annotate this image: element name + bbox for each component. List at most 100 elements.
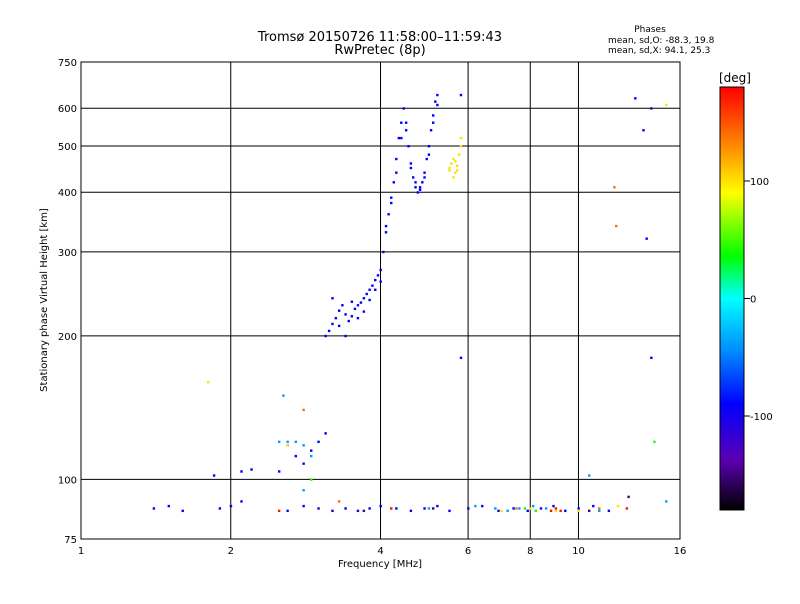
data-point bbox=[331, 297, 334, 300]
data-point bbox=[577, 509, 580, 513]
data-point bbox=[418, 186, 422, 189]
data-point bbox=[459, 136, 463, 140]
data-point bbox=[310, 454, 313, 458]
data-point bbox=[423, 507, 426, 510]
y-tick-label: 600 bbox=[58, 104, 77, 115]
data-point bbox=[549, 509, 553, 513]
data-point bbox=[448, 169, 451, 172]
data-point bbox=[454, 160, 457, 163]
data-point bbox=[240, 500, 243, 503]
data-point bbox=[427, 144, 431, 148]
data-point bbox=[317, 507, 320, 510]
data-point bbox=[359, 301, 363, 304]
data-point bbox=[598, 507, 601, 510]
colorbar-label: [deg] bbox=[719, 71, 751, 85]
data-point bbox=[350, 300, 354, 303]
colorbar-tick-label: 0 bbox=[750, 295, 756, 306]
data-point bbox=[616, 504, 620, 508]
data-point bbox=[334, 316, 338, 320]
data-point bbox=[418, 188, 422, 192]
x-tick-label: 4 bbox=[377, 546, 383, 557]
x-tick-label: 8 bbox=[527, 546, 533, 557]
data-point bbox=[625, 507, 629, 510]
y-tick-label: 300 bbox=[58, 248, 77, 259]
data-point bbox=[653, 440, 656, 444]
data-point bbox=[387, 213, 390, 216]
data-point bbox=[534, 509, 537, 513]
y-axis-label: Stationary phase Virtual Height [km] bbox=[39, 208, 50, 392]
data-point bbox=[497, 509, 500, 513]
data-point bbox=[645, 237, 648, 240]
data-point bbox=[327, 329, 331, 333]
data-point bbox=[456, 164, 459, 167]
data-point bbox=[218, 507, 222, 510]
data-point bbox=[344, 334, 347, 338]
data-point bbox=[344, 313, 347, 316]
data-point bbox=[206, 381, 210, 384]
data-point bbox=[390, 201, 393, 205]
data-point bbox=[607, 509, 611, 513]
data-point bbox=[368, 298, 371, 302]
data-point bbox=[559, 509, 562, 513]
data-point bbox=[515, 507, 518, 510]
data-point bbox=[564, 509, 567, 513]
data-point bbox=[404, 121, 408, 124]
data-point bbox=[282, 394, 285, 397]
data-point bbox=[337, 324, 341, 328]
data-point bbox=[506, 509, 509, 513]
data-point bbox=[448, 166, 451, 170]
data-point bbox=[431, 121, 435, 124]
data-point bbox=[431, 507, 435, 510]
data-point bbox=[229, 504, 233, 508]
data-point bbox=[450, 162, 453, 165]
data-point bbox=[409, 166, 413, 170]
data-point bbox=[400, 136, 403, 140]
y-tick-label: 500 bbox=[58, 142, 77, 153]
data-point bbox=[409, 162, 413, 165]
data-point bbox=[384, 231, 388, 234]
data-point bbox=[341, 304, 344, 307]
data-point bbox=[544, 507, 548, 510]
colorbar-ticks: 100 0 -100 bbox=[744, 177, 773, 423]
data-point bbox=[414, 181, 417, 184]
data-point bbox=[650, 356, 653, 360]
y-tick-label: 75 bbox=[64, 535, 77, 546]
data-point bbox=[390, 507, 393, 510]
data-point bbox=[459, 144, 463, 148]
data-point bbox=[356, 316, 360, 320]
data-point bbox=[474, 504, 477, 508]
x-tick-label: 2 bbox=[228, 546, 234, 557]
y-tick-label: 200 bbox=[58, 332, 77, 343]
y-tick-label: 750 bbox=[58, 58, 77, 69]
data-point bbox=[523, 507, 527, 510]
data-point bbox=[362, 297, 366, 300]
data-point bbox=[302, 408, 305, 412]
data-point bbox=[317, 440, 320, 444]
data-point bbox=[286, 509, 289, 513]
data-point bbox=[421, 181, 424, 184]
data-point bbox=[344, 507, 347, 510]
data-point bbox=[627, 495, 630, 499]
phases-heading: Phases bbox=[634, 25, 666, 35]
data-point bbox=[554, 509, 558, 513]
data-point bbox=[436, 93, 439, 97]
data-point bbox=[592, 504, 595, 508]
data-point bbox=[459, 93, 463, 97]
chart-title: Tromsø 20150726 11:58:00–11:59:43 bbox=[257, 30, 502, 45]
data-point bbox=[356, 304, 360, 307]
phases-x-stats: mean, sd,X: 94.1, 25.3 bbox=[608, 46, 710, 56]
data-point bbox=[427, 153, 431, 156]
data-point bbox=[454, 171, 457, 174]
data-point bbox=[529, 507, 532, 510]
data-point bbox=[294, 454, 297, 458]
data-point bbox=[371, 284, 374, 287]
data-point bbox=[376, 274, 380, 277]
data-point bbox=[368, 507, 371, 510]
data-point bbox=[368, 288, 371, 291]
data-point bbox=[481, 504, 484, 508]
data-point bbox=[302, 444, 305, 447]
chart-subtitle: RwPretec (8p) bbox=[334, 43, 425, 58]
data-point bbox=[382, 250, 385, 254]
data-point bbox=[392, 181, 395, 184]
